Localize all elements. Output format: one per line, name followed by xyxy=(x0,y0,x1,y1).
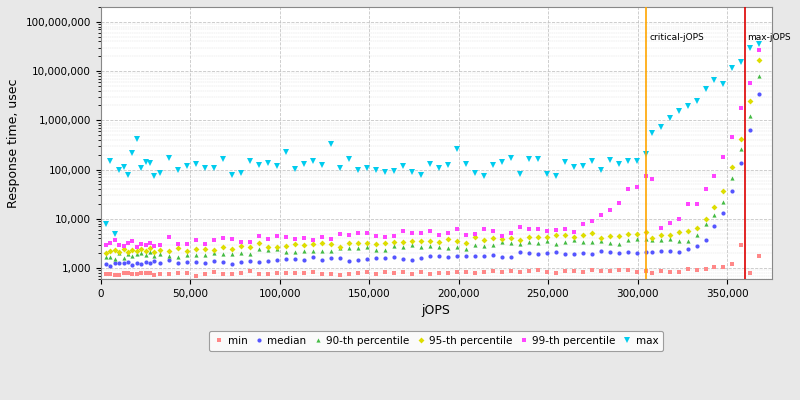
95-th percentile xyxy=(470,235,480,240)
Text: critical-jOPS: critical-jOPS xyxy=(649,33,704,42)
90-th percentile xyxy=(479,244,489,248)
95-th percentile xyxy=(101,251,110,256)
X-axis label: jOPS: jOPS xyxy=(422,304,450,317)
Line: max: max xyxy=(103,41,762,236)
min xyxy=(542,270,552,274)
99-th percentile xyxy=(132,244,142,249)
Y-axis label: Response time, usec: Response time, usec xyxy=(7,78,20,208)
min xyxy=(371,271,381,276)
max xyxy=(542,172,552,177)
Line: 90-th percentile: 90-th percentile xyxy=(104,74,762,262)
min xyxy=(101,272,110,277)
median xyxy=(371,255,381,260)
90-th percentile xyxy=(371,247,381,252)
min xyxy=(683,267,693,272)
95-th percentile xyxy=(754,58,764,63)
90-th percentile xyxy=(683,238,693,243)
99-th percentile xyxy=(479,226,489,231)
median xyxy=(106,263,115,268)
99-th percentile xyxy=(371,234,381,238)
Line: median: median xyxy=(104,92,762,268)
min xyxy=(479,269,489,274)
90-th percentile xyxy=(101,255,110,260)
90-th percentile xyxy=(489,242,498,247)
95-th percentile xyxy=(362,241,372,246)
90-th percentile xyxy=(515,242,525,247)
95-th percentile xyxy=(506,235,516,240)
max xyxy=(371,168,381,172)
max xyxy=(479,174,489,178)
Text: max-jOPS: max-jOPS xyxy=(747,33,791,42)
min xyxy=(754,253,764,258)
median xyxy=(489,253,498,258)
median xyxy=(101,262,110,266)
median xyxy=(683,246,693,251)
Line: 99-th percentile: 99-th percentile xyxy=(104,48,762,249)
min xyxy=(489,268,498,273)
99-th percentile xyxy=(754,48,764,53)
99-th percentile xyxy=(542,228,552,233)
median xyxy=(515,250,525,255)
max xyxy=(110,231,119,236)
95-th percentile xyxy=(479,238,489,243)
90-th percentile xyxy=(110,257,119,262)
90-th percentile xyxy=(542,238,552,243)
Legend: min, median, 90-th percentile, 95-th percentile, 99-th percentile, max: min, median, 90-th percentile, 95-th per… xyxy=(209,330,663,351)
max xyxy=(683,104,693,109)
median xyxy=(542,251,552,256)
Line: min: min xyxy=(104,242,762,278)
99-th percentile xyxy=(515,224,525,229)
99-th percentile xyxy=(683,202,693,207)
median xyxy=(754,92,764,96)
Line: 95-th percentile: 95-th percentile xyxy=(104,58,762,255)
99-th percentile xyxy=(101,242,110,247)
99-th percentile xyxy=(489,229,498,234)
95-th percentile xyxy=(674,230,683,234)
min xyxy=(515,269,525,274)
95-th percentile xyxy=(534,235,543,240)
max xyxy=(489,163,498,168)
max xyxy=(101,221,110,226)
max xyxy=(515,172,525,176)
max xyxy=(754,42,764,46)
min xyxy=(191,273,201,278)
median xyxy=(479,254,489,258)
min xyxy=(737,242,746,247)
90-th percentile xyxy=(754,73,764,78)
